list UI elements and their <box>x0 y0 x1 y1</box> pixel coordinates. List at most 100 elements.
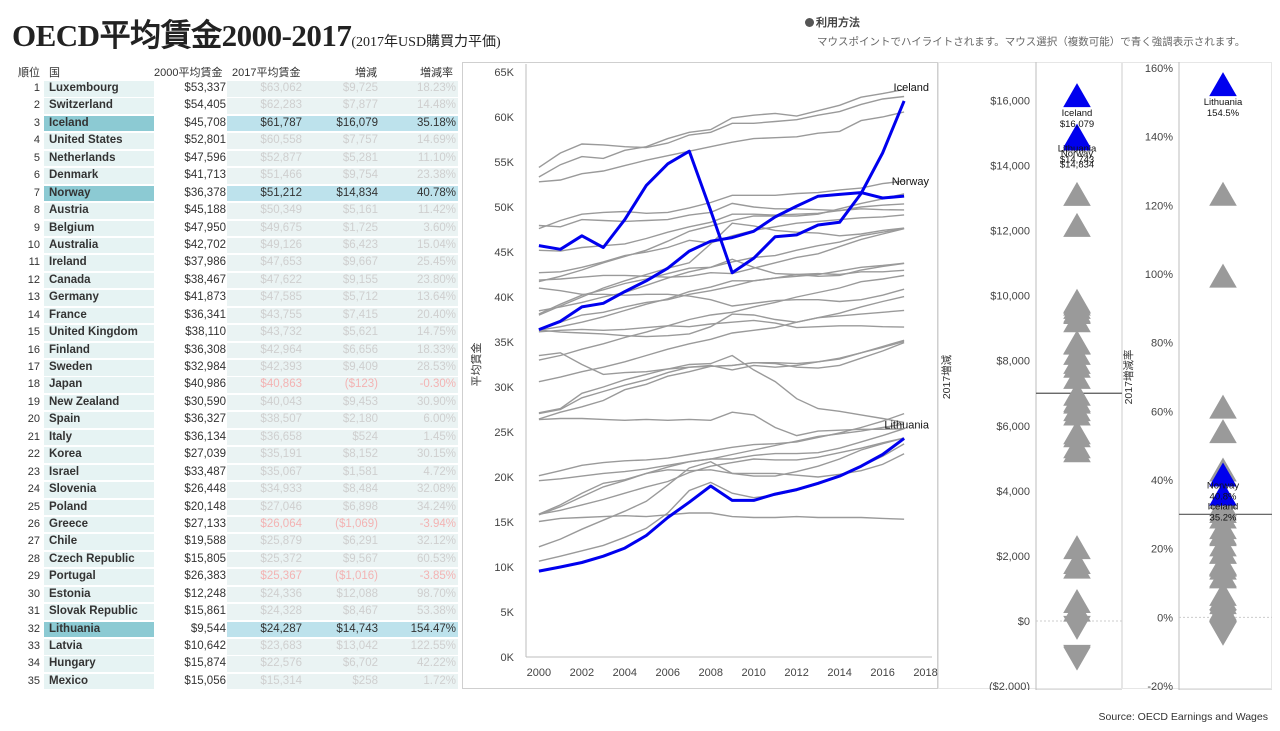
cell-country[interactable]: Lithuania <box>49 622 101 635</box>
cell-country[interactable]: Greece <box>49 517 89 530</box>
cell-country[interactable]: Australia <box>49 238 99 251</box>
table-row[interactable]: 18 Japan $40,986 $40,863 ($123) -0.30% <box>12 376 458 393</box>
series-line-iceland[interactable] <box>538 100 906 275</box>
triangle-mexico[interactable] <box>1209 596 1237 621</box>
triangle-lithuania[interactable] <box>1063 126 1091 151</box>
triangle-portugal[interactable] <box>1063 644 1091 669</box>
triangle-czech-republic[interactable] <box>1063 294 1091 319</box>
triangle-iceland[interactable] <box>1063 83 1091 108</box>
table-row[interactable]: 22 Korea $27,039 $35,191 $8,152 30.15% <box>12 446 458 463</box>
triangle-austria[interactable] <box>1063 438 1091 463</box>
triangle-estonia[interactable] <box>1063 212 1091 237</box>
table-row[interactable]: 6 Denmark $41,713 $51,466 $9,754 23.38% <box>12 167 458 184</box>
table-row[interactable]: 31 Slovak Republic $15,861 $24,328 $8,467 53.… <box>12 603 458 620</box>
triangle-france[interactable] <box>1063 364 1091 389</box>
series-line-greece[interactable] <box>538 354 905 424</box>
cell-country[interactable]: Slovenia <box>49 483 97 496</box>
triangle-chile[interactable] <box>1063 401 1091 426</box>
table-row[interactable]: 27 Chile $19,588 $25,879 $6,291 32.12% <box>12 533 458 550</box>
table-row[interactable]: 33 Latvia $10,642 $23,683 $13,042 122.55% <box>12 638 458 655</box>
cell-country[interactable]: Portugal <box>49 570 96 583</box>
series-line-norway[interactable] <box>538 191 905 331</box>
series-line-slovenia[interactable] <box>538 341 905 420</box>
triangle-japan[interactable] <box>1063 615 1091 640</box>
cell-country[interactable]: Netherlands <box>49 151 116 164</box>
series-line-estonia[interactable] <box>538 437 905 548</box>
table-row[interactable]: 34 Hungary $15,874 $22,576 $6,702 42.22% <box>12 655 458 672</box>
table-row[interactable]: 7 Norway $36,378 $51,212 $14,834 40.78% <box>12 185 458 202</box>
cell-country[interactable]: Mexico <box>49 674 88 687</box>
cell-country[interactable]: Latvia <box>49 640 83 652</box>
cell-country[interactable]: Slovak Republic <box>49 605 138 618</box>
cell-country[interactable]: Luxembourg <box>49 82 119 94</box>
triangle-hungary[interactable] <box>1063 388 1091 413</box>
triangle-latvia[interactable] <box>1209 181 1237 206</box>
triangle-finland[interactable] <box>1209 539 1237 564</box>
triangle-israel[interactable] <box>1063 554 1091 579</box>
header-w2000[interactable]: 2000平均賃金 <box>154 67 223 79</box>
series-line-chile[interactable] <box>538 423 905 482</box>
series-line-new-zealand[interactable] <box>538 295 905 383</box>
triangle-mexico[interactable] <box>1063 597 1091 622</box>
series-line-canada[interactable] <box>538 227 905 312</box>
cell-country[interactable]: France <box>49 308 87 321</box>
cell-country[interactable]: Iceland <box>49 116 89 129</box>
cell-country[interactable]: Israel <box>49 465 80 478</box>
triangle-latvia[interactable] <box>1063 181 1091 206</box>
cell-country[interactable]: Germany <box>49 291 99 304</box>
cell-country[interactable]: United States <box>49 134 123 147</box>
cell-country[interactable]: Hungary <box>49 657 96 670</box>
table-row[interactable]: 5 Netherlands $47,596 $52,877 $5,281 11.10% <box>12 150 458 167</box>
series-line-mexico[interactable] <box>538 512 905 523</box>
series-line-japan[interactable] <box>538 287 905 307</box>
table-row[interactable]: 3 Iceland $45,708 $61,787 $16,079 35.18% <box>12 115 458 132</box>
cell-country[interactable]: Finland <box>49 343 90 356</box>
triangle-portugal[interactable] <box>1209 621 1237 646</box>
triangle-norway[interactable] <box>1209 462 1237 487</box>
table-row[interactable]: 28 Czech Republic $15,805 $25,372 $9,567 60.5… <box>12 551 458 568</box>
series-line-netherlands[interactable] <box>538 180 905 230</box>
triangle-iceland[interactable] <box>1209 481 1237 506</box>
cell-country[interactable]: New Zealand <box>49 395 120 408</box>
table-row[interactable]: 9 Belgium $47,950 $49,675 $1,725 3.60% <box>12 220 458 237</box>
series-line-lithuania[interactable] <box>538 437 905 573</box>
cell-country[interactable]: Chile <box>49 535 78 548</box>
cell-country[interactable]: Belgium <box>49 221 95 234</box>
table-row[interactable]: 14 France $36,341 $43,755 $7,415 20.40% <box>12 307 458 324</box>
table-row[interactable]: 1 Luxembourg $53,337 $63,062 $9,725 18.23% <box>12 80 458 97</box>
table-row[interactable]: 29 Portugal $26,383 $25,367 ($1,016) -3.85% <box>12 568 458 585</box>
triangle-czech-republic[interactable] <box>1209 394 1237 419</box>
table-row[interactable]: 21 Italy $36,134 $36,658 $524 1.45% <box>12 429 458 446</box>
cell-country[interactable]: Czech Republic <box>49 552 135 565</box>
series-line-sweden[interactable] <box>538 274 905 361</box>
triangle-united-kingdom[interactable] <box>1063 423 1091 448</box>
cell-country[interactable]: Japan <box>49 378 83 391</box>
triangle-slovak-republic[interactable] <box>1209 419 1237 444</box>
cell-country[interactable]: Italy <box>49 430 73 443</box>
series-line-poland[interactable] <box>538 412 905 477</box>
table-row[interactable]: 8 Austria $45,188 $50,349 $5,161 11.42% <box>12 202 458 219</box>
header-rate[interactable]: 増減率 <box>420 67 453 79</box>
series-line-belgium[interactable] <box>538 202 905 228</box>
series-line-korea[interactable] <box>538 339 905 415</box>
triangle-spain[interactable] <box>1063 535 1091 560</box>
table-row[interactable]: 11 Ireland $37,986 $47,653 $9,667 25.45% <box>12 254 458 271</box>
series-line-switzerland[interactable] <box>538 95 905 168</box>
table-row[interactable]: 16 Finland $36,308 $42,964 $6,656 18.33% <box>12 342 458 359</box>
cell-country[interactable]: Sweden <box>49 361 93 373</box>
table-row[interactable]: 20 Spain $36,327 $38,507 $2,180 6.00% <box>12 411 458 428</box>
cell-country[interactable]: Canada <box>49 273 91 286</box>
series-line-united-states[interactable] <box>538 111 905 183</box>
triangle-estonia[interactable] <box>1209 263 1237 288</box>
table-row[interactable]: 15 United Kingdom $38,110 $43,732 $5,621 14.7… <box>12 324 458 341</box>
series-line-spain[interactable] <box>538 309 905 338</box>
table-row[interactable]: 19 New Zealand $30,590 $40,043 $9,453 30.90% <box>12 394 458 411</box>
table-row[interactable]: 35 Mexico $15,056 $15,314 $258 1.72% <box>12 673 458 690</box>
table-row[interactable]: 4 United States $52,801 $60,558 $7,757 14.69% <box>12 132 458 149</box>
cell-country[interactable]: Estonia <box>49 587 91 600</box>
cell-country[interactable]: Korea <box>49 448 82 461</box>
table-row[interactable]: 13 Germany $41,873 $47,585 $5,712 13.64% <box>12 289 458 306</box>
cell-country[interactable]: Austria <box>49 204 89 217</box>
series-line-czech-republic[interactable] <box>538 428 905 516</box>
cell-country[interactable]: Norway <box>49 186 91 199</box>
